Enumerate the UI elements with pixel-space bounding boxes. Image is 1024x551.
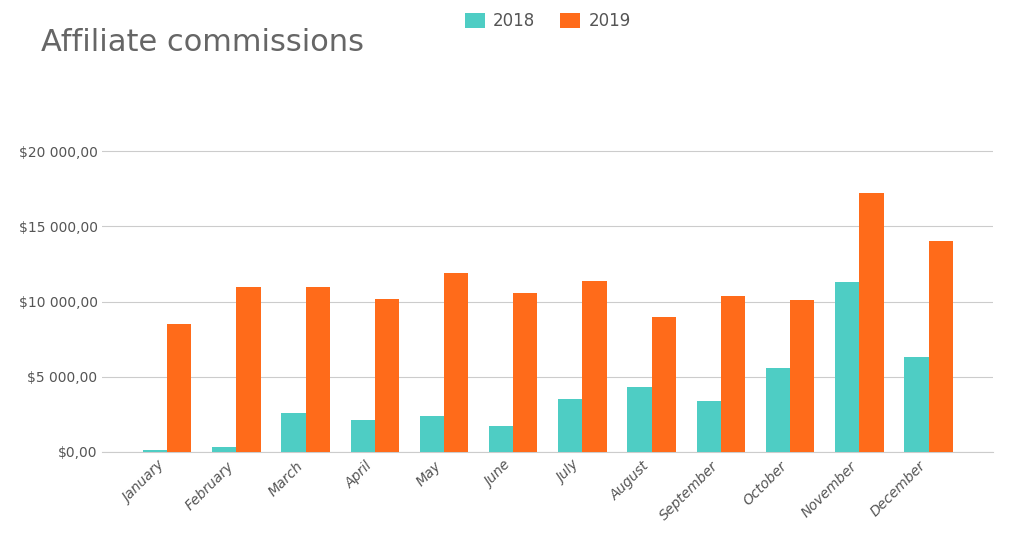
Bar xyxy=(766,368,791,452)
Bar xyxy=(859,193,884,452)
Bar xyxy=(696,401,721,452)
Bar xyxy=(836,282,859,452)
Bar xyxy=(305,287,330,452)
Bar xyxy=(929,241,952,452)
Bar xyxy=(651,317,676,452)
Bar xyxy=(489,426,513,452)
Bar xyxy=(791,300,814,452)
Bar xyxy=(350,420,375,452)
Bar xyxy=(282,413,305,452)
Bar xyxy=(375,299,399,452)
Bar xyxy=(237,287,260,452)
Bar xyxy=(558,399,583,452)
Legend: 2018, 2019: 2018, 2019 xyxy=(457,4,639,39)
Bar xyxy=(143,450,167,452)
Bar xyxy=(167,324,191,452)
Text: Affiliate commissions: Affiliate commissions xyxy=(41,28,364,57)
Bar xyxy=(212,446,237,452)
Bar xyxy=(513,293,538,452)
Bar xyxy=(444,273,468,452)
Bar xyxy=(583,280,606,452)
Bar xyxy=(721,295,745,452)
Bar xyxy=(904,357,929,452)
Bar xyxy=(420,416,444,452)
Bar xyxy=(628,387,651,452)
